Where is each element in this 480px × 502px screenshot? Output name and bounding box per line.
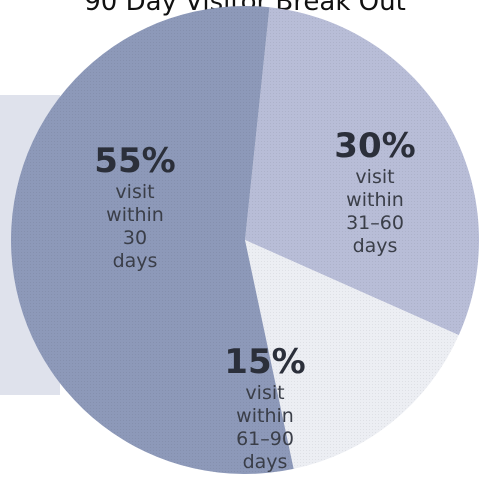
slice-label: visit: [355, 166, 394, 188]
slice-label: within: [346, 189, 404, 211]
slice-label: visit: [115, 181, 154, 203]
slice-label: visit: [245, 382, 284, 404]
slice-label: within: [236, 405, 294, 427]
slice-label: days: [113, 250, 158, 272]
slice-label: days: [353, 235, 398, 257]
slice-label: 61–90: [236, 428, 294, 450]
slice-texture: [245, 240, 459, 469]
slice-texture: [11, 5, 294, 475]
slice-texture: [245, 7, 479, 336]
pie: [11, 5, 479, 475]
labels: 55%visitwithin30days30%visitwithin31–60d…: [94, 126, 415, 473]
slice-label: 30: [123, 227, 147, 249]
percent-label: 15%: [224, 342, 305, 382]
slice-label: 31–60: [346, 212, 404, 234]
slice-label: days: [243, 451, 288, 473]
percent-label: 55%: [94, 141, 175, 181]
percent-label: 30%: [334, 126, 415, 166]
slice-label: within: [106, 204, 164, 226]
